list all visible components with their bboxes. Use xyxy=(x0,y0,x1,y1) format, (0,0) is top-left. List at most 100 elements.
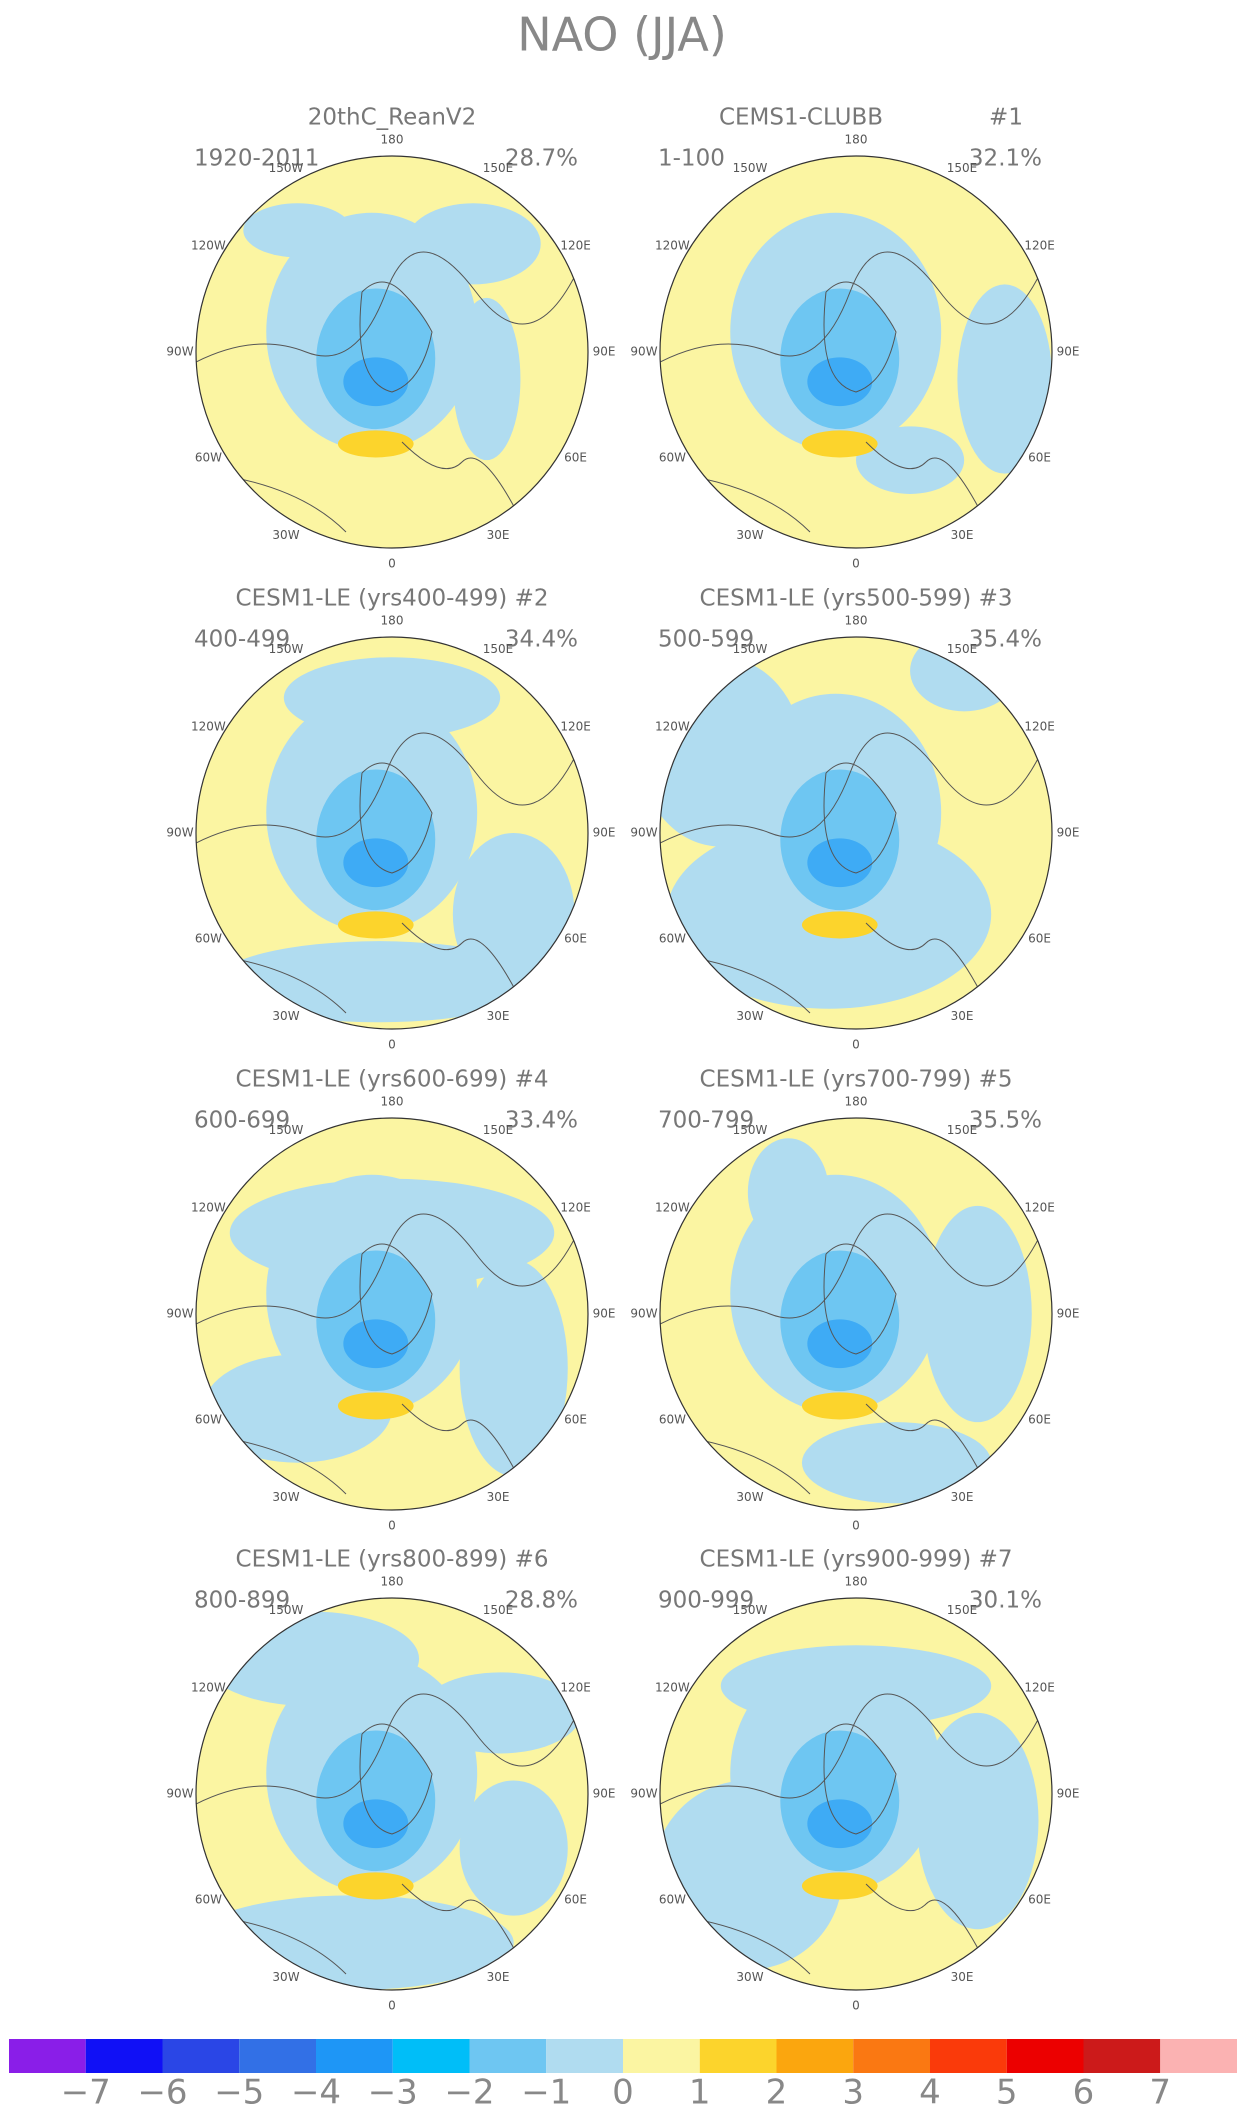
longitude-label: 0 xyxy=(852,1999,860,2013)
map xyxy=(660,1118,1052,1510)
longitude-label: 180 xyxy=(845,1095,868,1109)
positive-region xyxy=(801,1392,878,1420)
panel-title: CEMS1-CLUBB xyxy=(719,105,883,131)
panel-variance: 35.4% xyxy=(969,627,1042,653)
longitude-label: 60E xyxy=(564,1413,587,1427)
longitude-label: 150E xyxy=(947,161,978,175)
longitude-label: 120W xyxy=(655,239,690,253)
longitude-label: 120E xyxy=(1024,720,1055,734)
longitude-label: 90E xyxy=(593,1787,616,1801)
longitude-label: 30W xyxy=(272,528,299,542)
negative-center xyxy=(807,1799,873,1849)
longitude-label: 150W xyxy=(269,642,304,656)
map-panel: 20thC_ReanV2 1920-2011 28.7% 180 150E 120E 90E… xyxy=(166,105,616,571)
map xyxy=(196,1118,588,1510)
longitude-label: 30E xyxy=(487,1490,510,1504)
map-border xyxy=(195,636,589,1030)
map xyxy=(196,1598,588,1990)
map-border xyxy=(659,1117,1053,1511)
map-border xyxy=(659,636,1053,1030)
panel-variance: 30.1% xyxy=(969,1588,1042,1614)
longitude-label: 30W xyxy=(272,1970,299,1984)
panel-variance: 28.8% xyxy=(505,1588,578,1614)
longitude-label: 0 xyxy=(388,1519,396,1533)
colorbar-box xyxy=(623,2039,700,2073)
longitude-label: 150E xyxy=(483,642,514,656)
colorbar-box xyxy=(392,2039,470,2073)
negative-region xyxy=(216,941,541,1023)
longitude-label: 90E xyxy=(593,345,616,359)
map-panel: CESM1-LE (yrs600-699) #4 600-699 33.4% 180 1… xyxy=(166,1067,615,1533)
coastline xyxy=(196,732,587,1029)
longitude-label: 180 xyxy=(381,1095,404,1109)
map-panel: CESM1-LE (yrs500-599) #3 500-599 35.4% 180 1… xyxy=(630,586,1079,1052)
panel-number: #1 xyxy=(989,105,1023,131)
longitude-label: 180 xyxy=(845,1575,868,1589)
colorbar-box xyxy=(1083,2039,1161,2073)
longitude-label: 180 xyxy=(845,133,868,147)
longitude-label: 120W xyxy=(191,239,226,253)
longitude-label: 150E xyxy=(947,1123,978,1137)
panel-period: 500-599 xyxy=(658,627,754,653)
colorbar-label: −4 xyxy=(291,2073,341,2113)
colorbar-label: −5 xyxy=(214,2073,264,2113)
longitude-label: 90W xyxy=(630,826,657,840)
coastline xyxy=(660,732,1051,1029)
map-panel: CESM1-LE (yrs400-499) #2 400-499 34.4% 180 1… xyxy=(166,586,615,1052)
longitude-label: 150W xyxy=(733,642,768,656)
panel-title: CESM1-LE (yrs700-799) #5 xyxy=(700,1067,1013,1093)
longitude-label: 150E xyxy=(483,1603,514,1617)
longitude-label: 30E xyxy=(951,1490,974,1504)
longitude-label: 120E xyxy=(560,1201,591,1215)
coastline xyxy=(660,1693,1051,1990)
panel-variance: 33.4% xyxy=(505,1108,578,1134)
negative-center xyxy=(807,838,873,888)
longitude-label: 30W xyxy=(272,1490,299,1504)
negative-center xyxy=(807,1319,873,1369)
longitude-label: 60E xyxy=(1028,451,1051,465)
map xyxy=(660,1598,1052,1990)
longitude-label: 30W xyxy=(736,528,763,542)
longitude-label: 120W xyxy=(655,1681,690,1695)
coastline xyxy=(196,1213,587,1510)
coastline xyxy=(660,1213,1051,1510)
colorbar-box xyxy=(546,2039,623,2073)
longitude-label: 180 xyxy=(845,614,868,628)
panel-title: CESM1-LE (yrs400-499) #2 xyxy=(236,586,549,612)
panel-title: CESM1-LE (yrs900-999) #7 xyxy=(700,1547,1013,1573)
panel-title: 20thC_ReanV2 xyxy=(308,105,477,131)
colorbar-label: 5 xyxy=(996,2073,1018,2113)
colorbar-label: 7 xyxy=(1149,2073,1171,2113)
panel-variance: 35.5% xyxy=(969,1108,1042,1134)
positive-region xyxy=(337,430,414,458)
colorbar-box xyxy=(9,2039,86,2073)
longitude-label: 60E xyxy=(1028,1413,1051,1427)
longitude-label: 60W xyxy=(659,932,686,946)
panel-title: CESM1-LE (yrs600-699) #4 xyxy=(236,1067,549,1093)
map-panel: CEMS1-CLUBB #1 1-100 32.1% 180 150E 120E 90E 60E… xyxy=(630,105,1079,571)
longitude-label: 30E xyxy=(487,1970,510,1984)
coastline xyxy=(660,251,1051,548)
positive-region xyxy=(337,1392,414,1420)
positive-region xyxy=(801,430,878,458)
negative-region xyxy=(459,1780,568,1916)
negative-center xyxy=(343,1799,409,1849)
map xyxy=(196,637,588,1029)
negative-region xyxy=(923,1205,1032,1423)
longitude-label: 150W xyxy=(269,1603,304,1617)
colorbar-box xyxy=(316,2039,393,2073)
colorbar-box xyxy=(239,2039,316,2073)
longitude-label: 30E xyxy=(487,528,510,542)
colorbar-box xyxy=(1006,2039,1084,2073)
negative-region xyxy=(459,1259,568,1477)
longitude-label: 0 xyxy=(852,1038,860,1052)
panel-title: CESM1-LE (yrs800-899) #6 xyxy=(236,1547,549,1573)
colorbar-label: −3 xyxy=(368,2073,418,2113)
longitude-label: 90W xyxy=(630,1307,657,1321)
longitude-label: 90W xyxy=(166,345,193,359)
negative-center xyxy=(343,1319,409,1369)
longitude-label: 120E xyxy=(1024,1681,1055,1695)
map-panel: CESM1-LE (yrs900-999) #7 900-999 30.1% 180 1… xyxy=(630,1547,1079,2013)
colorbar-box xyxy=(930,2039,1007,2073)
positive-region xyxy=(337,1872,414,1900)
